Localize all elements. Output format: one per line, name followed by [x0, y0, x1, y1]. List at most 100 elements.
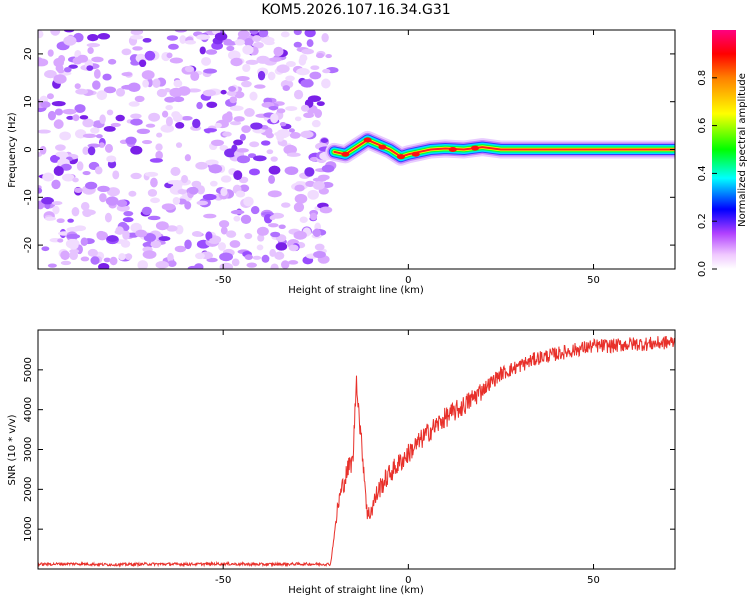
- noise-blob: [239, 184, 250, 193]
- colorbar-ticks: 0.0 0.2 0.4 0.6 0.8: [697, 70, 717, 277]
- noise-blob: [172, 113, 183, 123]
- noise-blob: [130, 172, 142, 180]
- noise-blob: [39, 145, 47, 155]
- noise-blob: [103, 126, 116, 132]
- noise-blob: [256, 55, 270, 64]
- noise-blob: [278, 224, 286, 229]
- noise-blob: [266, 149, 274, 155]
- noise-blob: [69, 248, 80, 254]
- noise-blob: [287, 260, 299, 265]
- spectrogram-y-ticks: -20 -10 0 10 20: [23, 48, 675, 253]
- noise-blob: [112, 170, 120, 180]
- carrier-peak: [448, 147, 457, 152]
- noise-blob: [44, 70, 57, 79]
- noise-blob: [229, 121, 242, 126]
- noise-blob: [103, 257, 111, 263]
- noise-blob: [63, 67, 72, 73]
- noise-blob: [184, 154, 192, 162]
- noise-blob: [325, 54, 332, 59]
- noise-blob: [294, 116, 302, 122]
- noise-blob: [230, 57, 243, 67]
- noise-blob: [283, 144, 298, 155]
- noise-blob: [313, 250, 326, 259]
- noise-blob: [243, 196, 254, 207]
- noise-blob: [130, 118, 143, 126]
- noise-blob: [270, 156, 278, 162]
- carrier-peak: [363, 137, 372, 143]
- noise-blob: [214, 122, 222, 128]
- noise-blob: [250, 122, 263, 130]
- noise-blob: [234, 39, 245, 46]
- noise-blob: [116, 199, 128, 207]
- colorbar-tick-label: 0.0: [697, 261, 708, 277]
- y-tick-label: 2000: [23, 477, 34, 502]
- noise-blob: [269, 215, 276, 221]
- noise-blob: [105, 196, 119, 206]
- noise-blob: [68, 240, 79, 250]
- snr-series-line: [38, 335, 675, 568]
- noise-blob: [96, 90, 108, 101]
- noise-blob: [122, 224, 130, 232]
- noise-blob: [253, 155, 267, 162]
- noise-blob: [121, 72, 133, 77]
- y-tick-label: 4000: [23, 397, 34, 422]
- noise-blob: [226, 230, 237, 238]
- noise-blob: [239, 133, 246, 141]
- noise-blob: [106, 155, 117, 163]
- noise-blob: [118, 253, 126, 261]
- noise-blob: [273, 46, 284, 57]
- noise-blob: [174, 30, 188, 33]
- noise-blob: [166, 225, 178, 232]
- noise-blob: [298, 56, 307, 66]
- noise-blob: [71, 206, 80, 217]
- noise-blob: [270, 263, 279, 269]
- noise-blob: [53, 166, 64, 177]
- noise-blob: [233, 116, 245, 122]
- noise-blob: [99, 193, 107, 203]
- noise-blob: [93, 68, 101, 79]
- noise-blob: [149, 158, 163, 163]
- noise-blob: [226, 45, 235, 52]
- noise-blob: [144, 171, 159, 177]
- noise-blob: [38, 57, 44, 67]
- noise-blob: [115, 226, 124, 235]
- noise-blob: [191, 231, 203, 237]
- noise-blob: [63, 35, 77, 46]
- noise-blob: [267, 71, 276, 81]
- noise-blob: [282, 85, 291, 92]
- noise-blob: [175, 142, 183, 148]
- noise-blob: [72, 57, 83, 65]
- noise-blob: [270, 231, 281, 238]
- noise-blob: [244, 233, 253, 240]
- noise-blob: [222, 131, 232, 137]
- noise-blob: [172, 196, 181, 205]
- noise-blob: [167, 260, 177, 267]
- noise-blob: [165, 104, 174, 111]
- y-tick-label: 5000: [23, 357, 34, 382]
- snr-y-ticks: 1000 2000 3000 4000 5000: [23, 357, 675, 542]
- colorbar-tick-label: 0.8: [697, 70, 708, 86]
- noise-blob: [150, 177, 158, 188]
- noise-blob: [142, 37, 152, 43]
- noise-blob: [300, 130, 314, 139]
- noise-blob: [270, 113, 279, 124]
- noise-blob: [203, 128, 218, 133]
- noise-blob: [82, 146, 90, 155]
- noise-blob: [217, 242, 226, 251]
- noise-blob: [155, 143, 163, 151]
- noise-blob: [177, 86, 191, 96]
- noise-blob: [148, 112, 161, 122]
- noise-blob: [286, 152, 301, 157]
- noise-blob: [256, 226, 269, 236]
- noise-blob: [276, 131, 285, 142]
- y-tick-label: -20: [23, 237, 34, 253]
- noise-blob: [145, 123, 156, 128]
- noise-blob: [242, 45, 254, 55]
- noise-blob: [41, 197, 54, 205]
- noise-blob: [188, 186, 199, 195]
- noise-blob: [47, 110, 57, 121]
- noise-blob: [169, 57, 184, 64]
- noise-blob: [170, 166, 181, 176]
- noise-blob: [220, 226, 228, 235]
- colorbar: 0.0 0.2 0.4 0.6 0.8 Normalized spectral ampl…: [697, 30, 748, 277]
